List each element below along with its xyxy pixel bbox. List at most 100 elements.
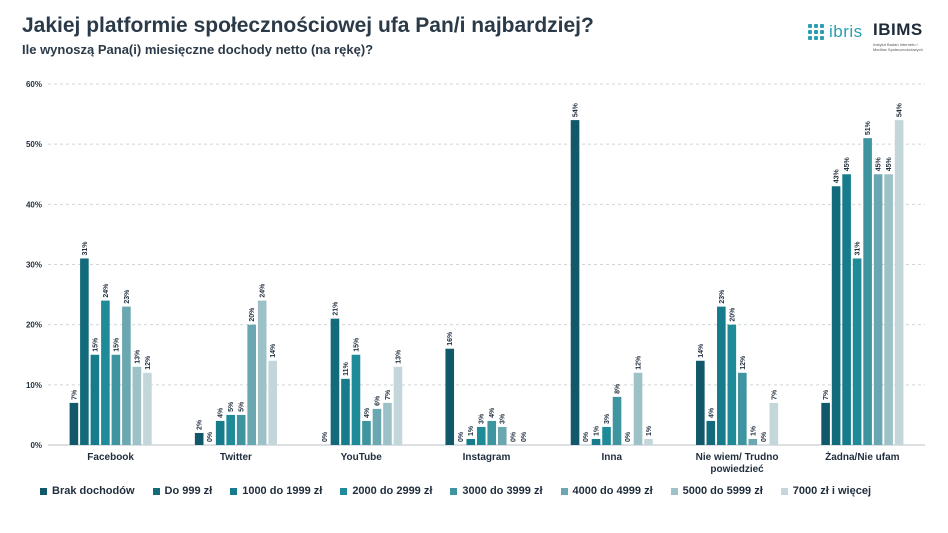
data-label: 7%	[823, 389, 830, 400]
legend-item: Brak dochodów	[40, 485, 135, 497]
legend-swatch	[560, 487, 568, 495]
data-label: 31%	[855, 241, 862, 256]
data-label: 4%	[489, 407, 496, 418]
legend-item: 4000 do 4999 zł	[560, 485, 653, 497]
bar	[236, 414, 246, 445]
bar	[372, 408, 382, 445]
y-tick-label: 20%	[26, 321, 42, 330]
bar	[644, 438, 653, 445]
data-label: 5%	[239, 401, 246, 412]
data-label: 3%	[500, 413, 507, 424]
data-label: 31%	[82, 241, 89, 256]
bar	[738, 372, 747, 445]
bar	[821, 402, 830, 445]
bar	[351, 354, 361, 445]
data-label: 14%	[270, 343, 277, 358]
bar	[362, 420, 371, 445]
bar	[69, 402, 79, 445]
category-label: Nie wiem/ Trudno powiedzieć	[696, 452, 779, 475]
bar	[330, 318, 340, 445]
y-tick-label: 10%	[26, 381, 42, 390]
data-label: 3%	[479, 413, 486, 424]
bar	[873, 174, 883, 445]
legend-item: 5000 do 5999 zł	[670, 485, 763, 497]
bar	[591, 438, 601, 445]
data-label: 54%	[573, 102, 580, 117]
ibims-logo-caption: Instytut Badań Internetu i Mediów Społec…	[873, 42, 923, 52]
bar	[215, 420, 225, 445]
data-label: 13%	[134, 349, 141, 364]
data-label: 1%	[594, 425, 601, 436]
ibims-logo-text: IBIMS	[873, 20, 923, 39]
bar	[570, 120, 580, 445]
category-label: Twitter	[220, 452, 252, 463]
data-label: 12%	[740, 355, 747, 370]
bar	[466, 438, 476, 445]
data-label: 1%	[750, 425, 757, 436]
data-label: 16%	[447, 331, 454, 346]
data-label: 0%	[510, 431, 517, 442]
data-label: 14%	[698, 343, 705, 358]
legend-swatch	[40, 487, 47, 495]
data-label: 0%	[207, 431, 214, 442]
data-label: 13%	[395, 349, 402, 364]
ibims-logo: IBIMS Instytut Badań Internetu i Mediów …	[873, 20, 923, 52]
legend-label: 7000 zł i więcej	[792, 485, 872, 497]
data-label: 1%	[468, 425, 475, 436]
ibris-logo: ibris	[808, 22, 863, 42]
y-tick-label: 60%	[26, 80, 42, 89]
data-label: 15%	[113, 337, 120, 352]
data-label: 45%	[876, 156, 883, 171]
bar	[247, 324, 256, 445]
data-label: 11%	[343, 361, 350, 375]
data-label: 20%	[729, 307, 736, 322]
bar	[122, 306, 131, 445]
data-label: 0%	[583, 431, 590, 442]
bar	[727, 324, 737, 445]
bar	[696, 360, 705, 445]
legend-item: 1000 do 1999 zł	[230, 485, 322, 497]
data-label: 0%	[458, 431, 465, 442]
data-label: 2%	[197, 419, 204, 430]
data-label: 4%	[708, 407, 715, 418]
bar	[383, 402, 392, 445]
bar	[612, 396, 622, 445]
legend-label: 4000 do 4999 zł	[572, 485, 653, 497]
data-label: 3%	[604, 413, 611, 424]
data-label: 0%	[761, 431, 768, 442]
data-label: 43%	[834, 168, 841, 183]
data-label: 6%	[374, 395, 381, 406]
bar	[268, 360, 277, 445]
chart-subtitle: Ile wynoszą Pana(i) miesięczne dochody n…	[22, 42, 374, 57]
category-label: Żadna/Nie ufam	[825, 450, 900, 463]
legend-swatch	[670, 487, 678, 495]
bar	[111, 354, 121, 445]
legend-swatch	[450, 487, 458, 495]
data-label: 23%	[124, 289, 131, 304]
legend-label: Brak dochodów	[52, 485, 135, 497]
bar	[831, 186, 841, 446]
bar	[894, 120, 904, 445]
bar	[393, 366, 403, 445]
legend-swatch	[340, 487, 348, 495]
data-label: 21%	[332, 301, 339, 316]
bar	[748, 438, 758, 445]
data-label: 15%	[92, 337, 99, 352]
bar	[80, 258, 89, 445]
bar	[842, 174, 851, 445]
data-label: 45%	[844, 156, 851, 171]
chart-legend: Brak dochodów Do 999 zł 1000 do 1999 zł 200…	[40, 485, 930, 497]
data-label: 24%	[103, 283, 110, 298]
bar	[863, 138, 872, 445]
data-label: 0%	[625, 431, 632, 442]
legend-item: Do 999 zł	[152, 485, 212, 497]
category-label: Inna	[602, 452, 623, 463]
legend-item: 7000 zł i więcej	[780, 485, 872, 497]
category-label: YouTube	[341, 452, 383, 463]
y-tick-label: 50%	[26, 140, 42, 149]
data-label: 54%	[897, 102, 904, 117]
data-label: 24%	[260, 283, 267, 298]
data-label: 7%	[71, 389, 78, 400]
bar	[633, 372, 643, 445]
data-label: 45%	[886, 156, 893, 171]
